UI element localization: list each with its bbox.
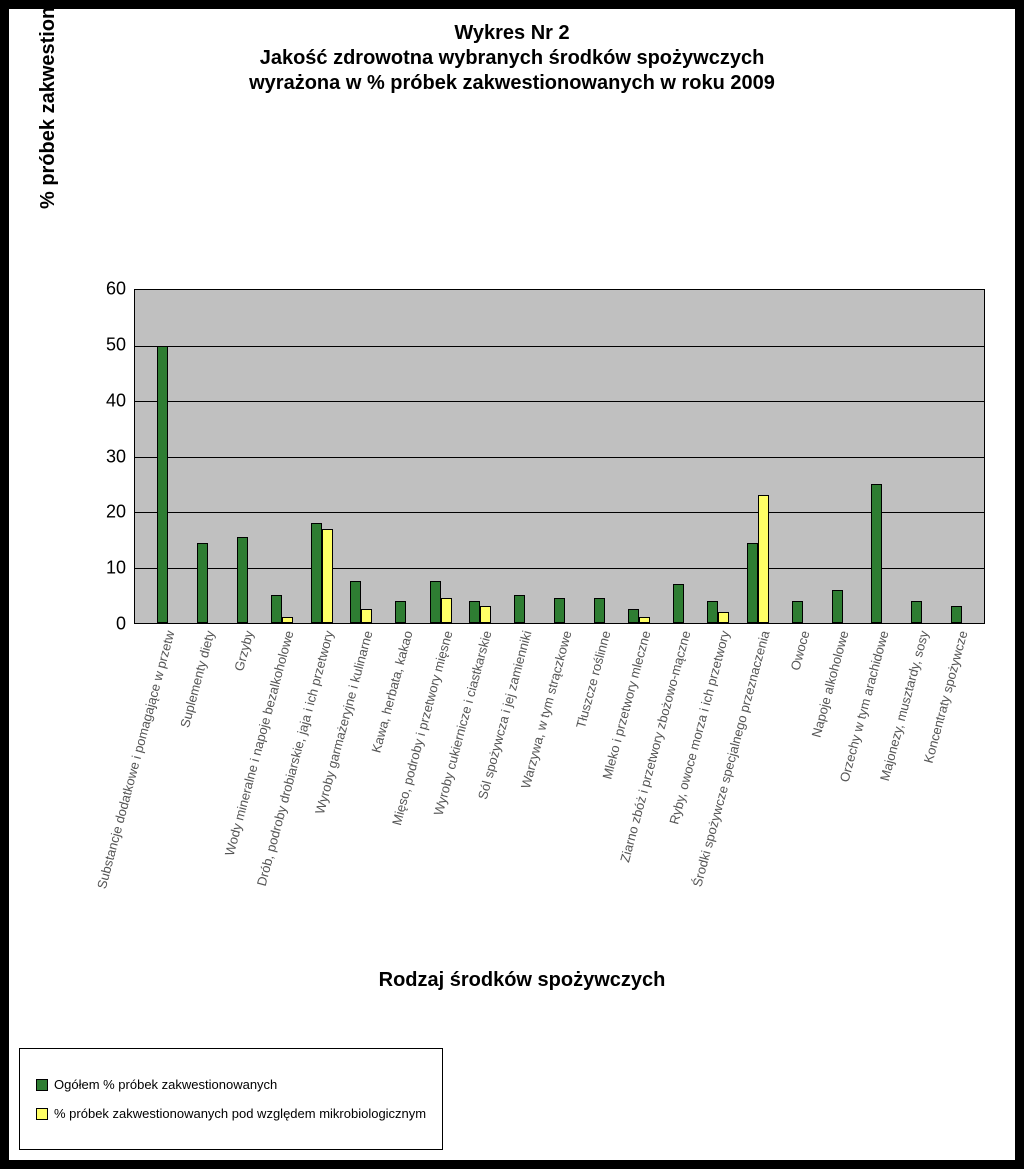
x-category-label: Substancje dodatkowe i pomagające w prze…	[94, 629, 178, 890]
bar-series-1	[871, 484, 882, 623]
bar-series-1	[311, 523, 322, 623]
legend-label-1: Ogółem % próbek zakwestionowanych	[54, 1077, 277, 1092]
title-line-3: wyrażona w % próbek zakwestionowanych w …	[39, 71, 985, 96]
bar-series-1	[673, 584, 684, 623]
bar-series-2	[441, 598, 452, 623]
x-category-label: Kawa, herbata, kakao	[368, 629, 415, 754]
chart-body: % próbek zakwestionowanych Substancje do…	[49, 139, 995, 969]
bar-group	[698, 290, 738, 623]
legend-label-2: % próbek zakwestionowanych pod względem …	[54, 1106, 426, 1121]
x-category-label: Środki spożywcze specjalnego przeznaczen…	[689, 629, 772, 888]
bar-series-1	[911, 601, 922, 623]
legend-swatch-yellow	[36, 1108, 48, 1120]
x-category-label: Tłuszcze roślinne	[573, 629, 613, 730]
bar-series-1	[554, 598, 565, 623]
ytick-label: 10	[106, 558, 134, 579]
bar-series-1	[707, 601, 718, 623]
bar-series-2	[361, 609, 372, 623]
bar-series-2	[758, 495, 769, 623]
bar-group	[341, 290, 381, 623]
x-category-label: Drób, podroby drobiarskie, jaja i ich pr…	[253, 629, 336, 888]
bar-group	[460, 290, 500, 623]
bar-group	[500, 290, 540, 623]
bar-group	[817, 290, 857, 623]
bar-group	[857, 290, 897, 623]
bar-group	[143, 290, 183, 623]
bar-group	[579, 290, 619, 623]
bar-series-1	[747, 543, 758, 623]
bar-series-2	[322, 529, 333, 623]
bar-group	[183, 290, 223, 623]
bar-series-1	[628, 609, 639, 623]
bar-series-1	[157, 346, 168, 624]
ytick-label: 30	[106, 446, 134, 467]
bar-group	[222, 290, 262, 623]
bar-group	[302, 290, 342, 623]
x-category-label: Napoje alkoholowe	[809, 629, 852, 739]
bar-series-2	[282, 617, 293, 623]
bar-series-1	[951, 606, 962, 623]
x-category-label: Owoce	[787, 629, 812, 672]
legend-item-1: Ogółem % próbek zakwestionowanych	[36, 1077, 426, 1092]
x-category-label: Koncentraty spożywcze	[921, 629, 971, 765]
chart-frame: Wykres Nr 2 Jakość zdrowotna wybranych ś…	[0, 0, 1024, 1169]
bar-group	[778, 290, 818, 623]
legend: Ogółem % próbek zakwestionowanych % prób…	[19, 1048, 443, 1150]
ytick-label: 40	[106, 390, 134, 411]
bar-series-1	[350, 581, 361, 623]
legend-swatch-green	[36, 1079, 48, 1091]
bar-series-1	[514, 595, 525, 623]
bar-group	[897, 290, 937, 623]
ytick-label: 0	[116, 614, 134, 635]
bar-series-1	[197, 543, 208, 623]
bar-group	[738, 290, 778, 623]
bar-series-1	[395, 601, 406, 623]
bar-series-1	[792, 601, 803, 623]
bar-group	[936, 290, 976, 623]
bar-group	[262, 290, 302, 623]
title-line-1: Wykres Nr 2	[39, 21, 985, 46]
plot-area-wrap: Substancje dodatkowe i pomagające w prze…	[134, 289, 985, 624]
bar-series-1	[430, 581, 441, 623]
bar-group	[421, 290, 461, 623]
bar-series-2	[639, 617, 650, 623]
bar-group	[540, 290, 580, 623]
chart-title: Wykres Nr 2 Jakość zdrowotna wybranych ś…	[9, 9, 1015, 96]
bar-group	[659, 290, 699, 623]
x-category-label: Suplementy diety	[177, 629, 217, 729]
ytick-label: 60	[106, 279, 134, 300]
bar-series-1	[594, 598, 605, 623]
y-axis-label: % próbek zakwestionowanych	[37, 0, 60, 209]
bar-series-2	[718, 612, 729, 623]
bar-series-1	[237, 537, 248, 623]
x-category-label: Ziarno zbóż i przetwory zbożowo-mączne	[617, 629, 693, 864]
ytick-label: 20	[106, 502, 134, 523]
bar-series-2	[480, 606, 491, 623]
plot-area: Substancje dodatkowe i pomagające w prze…	[134, 289, 985, 624]
x-category-label: Grzyby	[232, 629, 257, 673]
bar-group	[381, 290, 421, 623]
title-line-2: Jakość zdrowotna wybranych środków spoży…	[39, 46, 985, 71]
bar-series-1	[271, 595, 282, 623]
ytick-label: 50	[106, 334, 134, 355]
bar-group	[619, 290, 659, 623]
x-axis-label: Rodzaj środków spożywczych	[49, 969, 995, 992]
bar-series-1	[832, 590, 843, 623]
bars-container	[135, 290, 984, 623]
legend-item-2: % próbek zakwestionowanych pod względem …	[36, 1106, 426, 1121]
bar-series-1	[469, 601, 480, 623]
